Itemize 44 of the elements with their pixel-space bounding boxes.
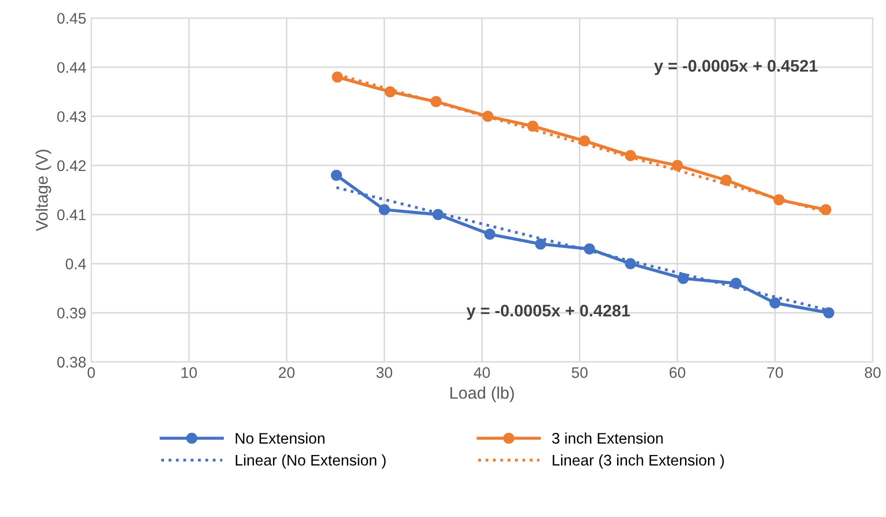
x-tick-label: 60 bbox=[670, 367, 686, 378]
point bbox=[730, 278, 742, 289]
point bbox=[720, 174, 732, 186]
y-tick-label: 0.41 bbox=[57, 209, 86, 220]
point bbox=[584, 243, 595, 254]
x-tick-label: 30 bbox=[376, 367, 392, 378]
point bbox=[482, 110, 494, 122]
y-tick-label: 0.45 bbox=[57, 12, 86, 24]
point bbox=[624, 150, 636, 162]
point bbox=[484, 228, 496, 240]
y-tick-label: 0.43 bbox=[57, 111, 86, 122]
legend-label: No Extension bbox=[236, 432, 324, 444]
point bbox=[432, 209, 444, 220]
x-tick-label: 10 bbox=[182, 367, 197, 378]
y-axis-title: Voltage (V) bbox=[36, 150, 52, 232]
y-tick-label: 0.44 bbox=[57, 62, 86, 73]
legend-label: Linear (3 inch Extension ) bbox=[552, 454, 724, 469]
point bbox=[773, 194, 784, 206]
y-tick-label: 0.42 bbox=[57, 160, 86, 172]
x-tick-label: 50 bbox=[572, 367, 588, 378]
point bbox=[378, 204, 390, 216]
point bbox=[535, 238, 546, 250]
legend-label: 3 inch Extension bbox=[552, 432, 663, 444]
point bbox=[820, 204, 832, 216]
x-axis-title: Load (lb) bbox=[450, 386, 514, 402]
legend-label: Linear (No Extension ) bbox=[236, 454, 386, 469]
point bbox=[678, 272, 689, 284]
point bbox=[672, 160, 683, 171]
point bbox=[527, 120, 538, 132]
x-tick-label: 0 bbox=[88, 367, 95, 378]
y-tick-label: 0.4 bbox=[66, 258, 86, 270]
point bbox=[332, 71, 343, 83]
annotation: y = -0.0005x + 0.4281 bbox=[466, 304, 630, 320]
point bbox=[769, 297, 781, 309]
point bbox=[330, 170, 342, 181]
x-tick-label: 40 bbox=[474, 367, 490, 378]
x-tick-label: 20 bbox=[278, 367, 295, 378]
y-tick-label: 0.38 bbox=[57, 356, 86, 368]
y-tick-label: 0.39 bbox=[57, 308, 86, 318]
point bbox=[823, 307, 834, 318]
x-tick-label: 70 bbox=[767, 367, 783, 378]
annotation: y = -0.0005x + 0.4521 bbox=[654, 60, 818, 76]
x-tick-label: 80 bbox=[864, 367, 881, 378]
point bbox=[624, 258, 636, 270]
